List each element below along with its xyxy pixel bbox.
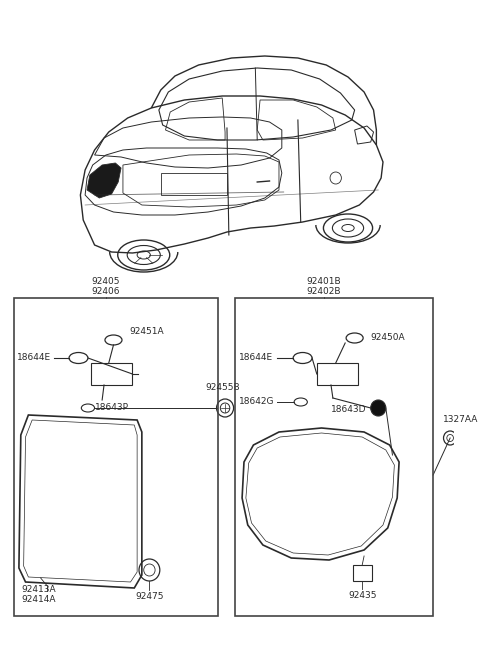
- Bar: [353, 565, 372, 581]
- Text: 92406: 92406: [91, 287, 120, 296]
- Bar: [14, 298, 217, 616]
- Text: 18644E: 18644E: [17, 354, 51, 362]
- Text: 92405: 92405: [91, 277, 120, 286]
- Bar: [317, 363, 359, 385]
- Text: 92414A: 92414A: [22, 595, 56, 604]
- Text: 18643P: 18643P: [95, 403, 129, 413]
- Text: 1327AA: 1327AA: [443, 415, 478, 424]
- Text: 92413A: 92413A: [22, 585, 56, 594]
- Bar: [235, 298, 433, 616]
- Text: 92451A: 92451A: [130, 328, 164, 337]
- Text: 18644E: 18644E: [239, 354, 274, 362]
- Text: 92435: 92435: [348, 591, 376, 600]
- Text: 92401B: 92401B: [307, 277, 341, 286]
- Circle shape: [371, 400, 386, 416]
- Text: 92450A: 92450A: [371, 333, 405, 343]
- Text: 92455B: 92455B: [205, 383, 240, 392]
- Text: 18643D: 18643D: [331, 405, 367, 415]
- Text: 18642G: 18642G: [239, 398, 275, 407]
- Polygon shape: [87, 163, 121, 198]
- Bar: [161, 173, 227, 195]
- Bar: [91, 363, 132, 385]
- Text: 92402B: 92402B: [307, 287, 341, 296]
- Text: 92475: 92475: [135, 592, 164, 601]
